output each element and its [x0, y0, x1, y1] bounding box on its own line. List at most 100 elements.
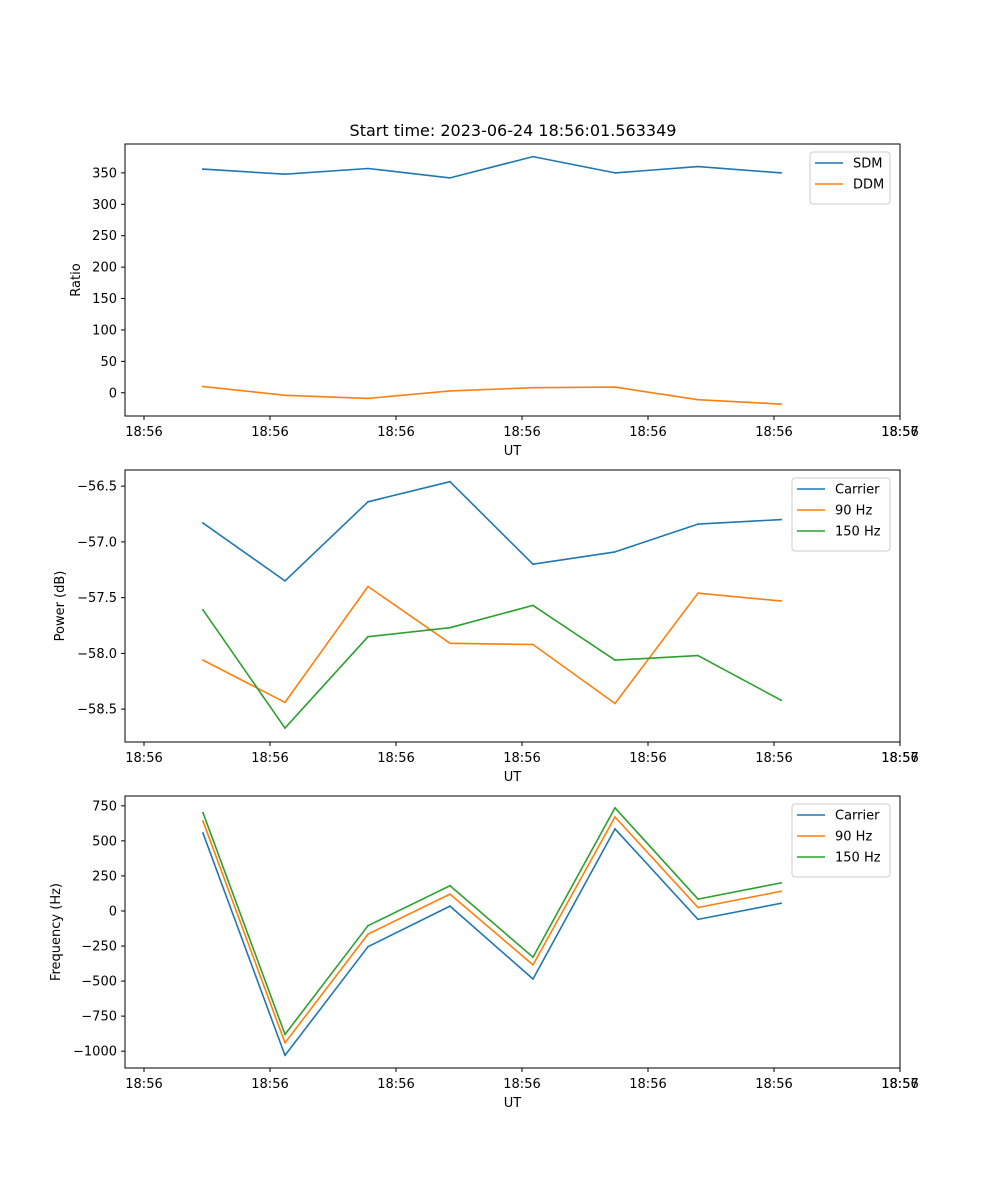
data-point [532, 563, 534, 566]
data-point [367, 397, 369, 400]
data-point [202, 522, 204, 524]
x-tick-label: 18:56 [881, 425, 918, 440]
data-point [780, 600, 782, 602]
y-tick-label: 200 [92, 261, 117, 276]
data-point [697, 165, 699, 168]
y-tick-label: 350 [92, 166, 117, 181]
data-point [284, 173, 286, 176]
data-point [284, 580, 286, 582]
x-axis-label: UT [504, 770, 522, 785]
x-tick-label: 18:56 [755, 1077, 792, 1092]
y-tick-label: 0 [109, 904, 117, 919]
x-tick-label: 18:56 [629, 751, 666, 766]
data-point [532, 978, 534, 980]
data-point [780, 172, 782, 174]
data-point [697, 592, 699, 595]
x-tick-label: 18:56 [251, 425, 288, 440]
y-tick-label: −57.0 [77, 535, 117, 550]
data-point [367, 933, 369, 935]
legend: Carrier 90 Hz 150 Hz [791, 803, 891, 878]
y-tick-label: 250 [92, 869, 117, 884]
y-tick-label: −750 [81, 1010, 117, 1025]
data-point [449, 390, 451, 392]
x-axis-label: UT [504, 1096, 522, 1111]
plot-frame [124, 469, 901, 743]
legend-label: 90 Hz [835, 504, 872, 519]
data-point [284, 701, 286, 704]
data-point [780, 890, 782, 893]
panel-3: 18:56 18:56 18:56 18:56 18:56 18:56 18:5618:57… [49, 795, 919, 1111]
x-tick-label: 18:56 [881, 751, 918, 766]
data-point [532, 964, 534, 966]
x-tick-label: 18:56 [503, 751, 540, 766]
y-tick-label: 0 [109, 386, 117, 401]
y-tick-label: 150 [92, 292, 117, 307]
legend-label: 150 Hz [835, 525, 881, 540]
panel-2: 18:56 18:56 18:56 18:56 18:56 18:56 18:5618:57… [53, 469, 919, 785]
x-axis-label: UT [504, 444, 522, 459]
data-point [202, 832, 204, 835]
data-point [780, 882, 782, 884]
data-point [202, 811, 204, 814]
x-tick-label: 18:56 [755, 751, 792, 766]
data-point [284, 1054, 286, 1057]
data-point [202, 609, 204, 611]
data-point [780, 699, 782, 702]
y-tick-label: −58.5 [77, 703, 117, 718]
data-point [449, 905, 451, 907]
data-point [367, 500, 369, 503]
legend-label: 150 Hz [835, 851, 881, 866]
data-point [367, 167, 369, 170]
x-tick-label: 18:56 [629, 425, 666, 440]
x-tick-label: 18:56 [377, 425, 414, 440]
y-tick-label: 50 [100, 355, 117, 370]
panel-1: 18:56 18:56 18:56 18:56 18:56 18:56 18:5618:57… [69, 143, 919, 459]
data-point [532, 643, 534, 646]
data-point [367, 924, 369, 927]
data-point [614, 659, 616, 661]
y-tick-label: −58.0 [77, 647, 117, 662]
y-tick-label: −56.5 [77, 480, 117, 495]
data-point [614, 551, 616, 553]
legend: Carrier 90 Hz 150 Hz [791, 477, 891, 552]
series-line-carrier [201, 828, 782, 1057]
data-point [367, 945, 369, 948]
y-tick-label: 750 [92, 799, 117, 814]
figure-title: Start time: 2023-06-24 18:56:01.563349 [350, 121, 677, 140]
data-point [614, 816, 616, 818]
data-point [780, 518, 782, 521]
x-tick-label: 18:57 [881, 1077, 918, 1092]
legend-label: 90 Hz [835, 830, 872, 845]
x-tick-label: 18:56 [503, 1077, 540, 1092]
y-tick-label: 500 [92, 834, 117, 849]
legend-label: Carrier [835, 809, 880, 824]
data-point [780, 902, 782, 905]
x-tick-label: 18:57 [881, 751, 918, 766]
x-tick-label: 18:56 [629, 1077, 666, 1092]
series-line-sdm [202, 155, 782, 179]
y-tick-label: −250 [81, 940, 117, 955]
data-point [697, 398, 699, 401]
y-axis-label: Power (dB) [53, 571, 68, 642]
x-tick-label: 18:56 [125, 1077, 162, 1092]
x-tick-label: 18:56 [377, 1077, 414, 1092]
data-point [449, 626, 451, 629]
data-point [614, 702, 616, 705]
data-point [614, 172, 616, 174]
data-point [614, 386, 616, 388]
data-point [449, 642, 451, 645]
data-point [532, 604, 534, 607]
data-point [284, 1033, 286, 1036]
data-point [697, 918, 699, 921]
data-point [697, 654, 699, 657]
y-tick-label: −500 [81, 975, 117, 990]
x-tick-label: 18:56 [755, 425, 792, 440]
data-point [284, 727, 286, 729]
x-tick-label: 18:56 [125, 751, 162, 766]
data-point [532, 956, 534, 959]
data-point [532, 155, 534, 158]
x-tick-label: 18:56 [503, 425, 540, 440]
data-point [697, 523, 699, 525]
data-point [614, 828, 616, 830]
data-point [284, 394, 286, 397]
